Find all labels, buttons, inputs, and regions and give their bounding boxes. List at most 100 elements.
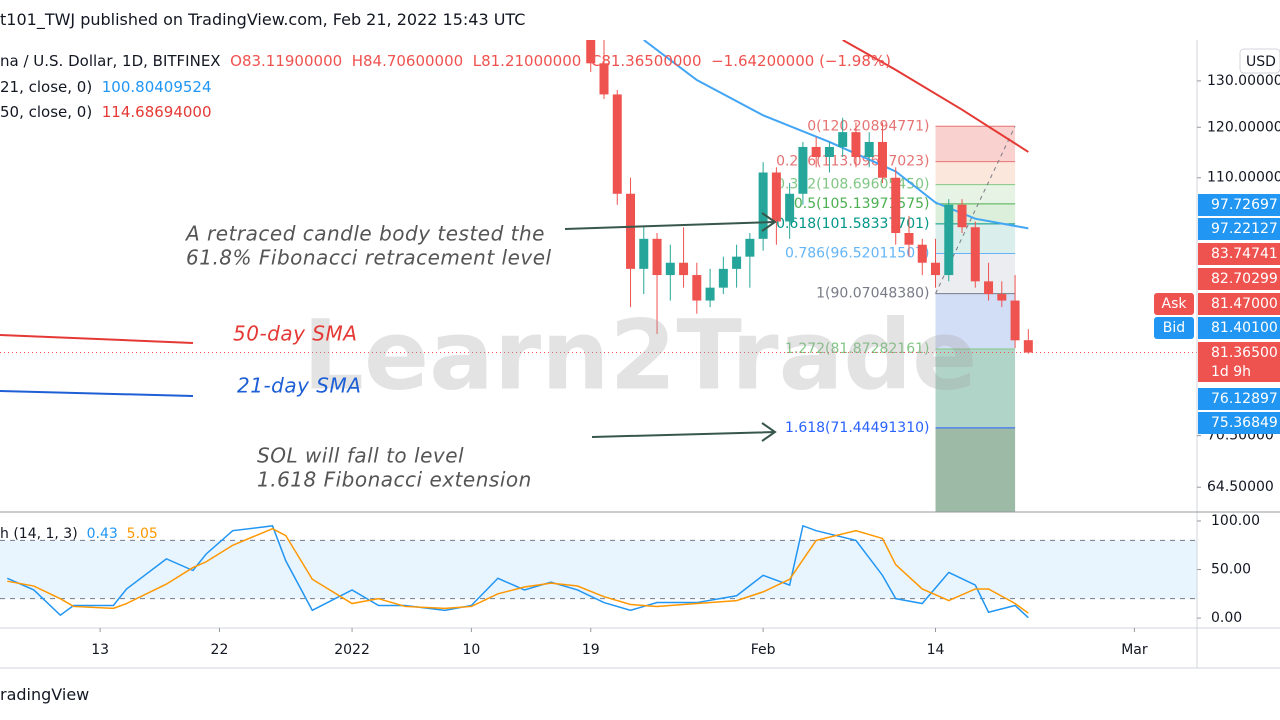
price-tag: [1154, 317, 1194, 339]
candle-body: [652, 238, 662, 276]
x-tick-label: 2022: [334, 642, 370, 658]
fib-label: 0.5(105.13971575): [794, 196, 930, 212]
price-badge-label: 81.47000: [1211, 296, 1278, 312]
y-tick-label: 64.50000: [1207, 479, 1274, 495]
candle-body: [864, 141, 874, 158]
candle-body: [586, 40, 596, 64]
x-tick-label: 19: [582, 642, 600, 658]
y-tick-label: 130.00000: [1207, 73, 1280, 89]
candle-body: [824, 146, 834, 158]
candle-body: [771, 172, 781, 222]
fib-band: [935, 161, 1016, 185]
candle-body: [639, 238, 649, 269]
price-badge: [1198, 243, 1280, 265]
fib-label: 0.786(96.52011507): [785, 246, 930, 262]
fib-label: 0.382(108.69605450): [776, 177, 929, 193]
price-tag-label: Bid: [1163, 320, 1185, 336]
x-tick-label: Mar: [1121, 642, 1148, 658]
sma-legend: 21, close, 0) 100.80409524: [0, 78, 212, 96]
fib-label: 0(120.20894771): [807, 118, 929, 134]
legend-value: 0.43: [86, 526, 118, 542]
candle-body: [626, 193, 636, 269]
legend-value: 100.80409524: [101, 78, 212, 96]
price-badge-sub: 1d 9h: [1211, 364, 1251, 380]
fib-label: 0.618(101.58337701): [776, 216, 929, 232]
candle-body: [891, 177, 901, 233]
position-zone: [935, 427, 1016, 512]
open: O83.11900000: [230, 52, 343, 70]
candle-body: [1010, 300, 1020, 341]
candle-body: [798, 146, 808, 194]
high: H84.70600000: [351, 52, 464, 70]
price-badge: [1198, 412, 1280, 434]
candle-body: [692, 275, 702, 301]
annotation: 61.8% Fibonacci retracement level: [186, 246, 552, 270]
y-tick-label: 110.00000: [1207, 170, 1280, 186]
candle-body: [877, 141, 887, 178]
y-tick-label: 0.00: [1211, 610, 1242, 626]
price-badge: [1198, 317, 1280, 339]
stoch-pane: [0, 524, 1197, 619]
stoch-legend: h (14, 1, 3) 0.43 5.05: [0, 526, 158, 542]
candle-body: [679, 262, 689, 276]
price-badge-label: 75.36849: [1211, 415, 1278, 431]
candle-body: [665, 262, 675, 276]
symbol-legend: na / U.S. Dollar, 1D, BITFINEX O83.11900…: [0, 52, 891, 70]
x-tick-label: Feb: [751, 642, 776, 658]
candle-body: [904, 232, 914, 245]
fib-label: 1(90.07048380): [816, 286, 929, 302]
x-tick-label: 14: [927, 642, 945, 658]
symbol: na / U.S. Dollar, 1D, BITFINEX: [0, 52, 221, 70]
annotation: A retraced candle body tested the: [184, 222, 545, 246]
sma-line: [842, 40, 1029, 153]
candle-body: [838, 132, 848, 147]
close: C81.36500000: [590, 52, 702, 70]
currency-box: [1239, 48, 1280, 74]
candle-body: [745, 238, 755, 257]
annotation: 1.618 Fibonacci extension: [257, 468, 532, 492]
price-badge: [1198, 218, 1280, 240]
annotation: 50-day SMA: [233, 322, 357, 346]
candle-body: [997, 294, 1007, 301]
legend-value: 114.68694000: [101, 103, 212, 121]
y-tick-label: 50.00: [1211, 562, 1251, 578]
annotation: 21-day SMA: [237, 374, 361, 398]
candle-body: [931, 262, 941, 276]
axes: 130.00000120.00000110.0000070.5000064.50…: [0, 40, 1280, 669]
arrow: [591, 422, 777, 442]
sma-line: [643, 40, 1029, 230]
sma21-sample: [0, 390, 194, 397]
y-tick-label: 100.00: [1211, 513, 1260, 529]
footer: radingView: [0, 685, 90, 704]
trend-line: [935, 126, 1016, 294]
candle-body: [718, 268, 728, 288]
candle-body: [599, 63, 609, 95]
candle-body: [944, 204, 954, 276]
overlay: Learn2Trade 50-day SMA 21-day SMA A retr…: [0, 48, 1280, 492]
price-tag: [1154, 293, 1194, 315]
sma-legend: 50, close, 0) 114.68694000: [0, 103, 212, 121]
legend-name: 21, close, 0): [0, 78, 93, 96]
candle-body: [612, 94, 622, 194]
price-badge: [1198, 342, 1280, 382]
fib-band: [935, 203, 1016, 224]
fib-band: [935, 184, 1016, 204]
legend-name: 50, close, 0): [0, 103, 93, 121]
stoch-line: [6, 524, 1029, 619]
price-tag-label: Ask: [1162, 296, 1188, 312]
fib-label: 0.236(113.09627023): [776, 154, 929, 170]
candle-body: [758, 172, 768, 239]
legend-name: h (14, 1, 3): [0, 526, 78, 542]
sma50-sample: [0, 334, 194, 344]
annotation: SOL will fall to level: [257, 444, 464, 468]
stoch-line: [7, 527, 1029, 614]
candle-body: [705, 287, 715, 301]
change: −1.64200000 (−1.98%): [711, 52, 891, 70]
fib-label: 1.272(81.87282161): [785, 341, 930, 357]
price-badge-label: 76.12897: [1211, 391, 1278, 407]
candle-body: [811, 146, 821, 158]
fib-band: [935, 126, 1016, 162]
price-badge-label: 97.22127: [1211, 221, 1278, 237]
price-badge-label: 81.36500: [1211, 345, 1278, 361]
